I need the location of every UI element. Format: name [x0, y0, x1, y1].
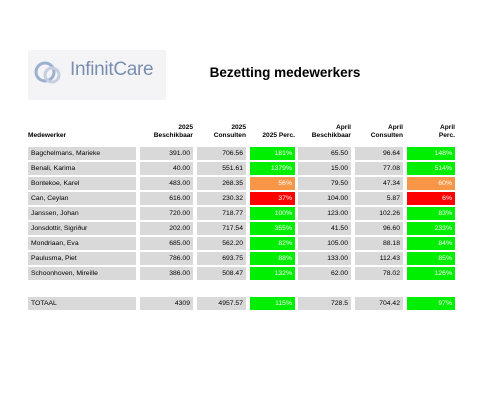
table-cell: 551.61 [197, 162, 246, 175]
table-cell: 15.00 [298, 162, 351, 175]
table-cell: Bagchelmans, Marieke [28, 147, 136, 160]
logo-icon [34, 61, 61, 84]
logo-text: InfinitCare [70, 59, 154, 80]
column-header: 2025 Beschikbaar [153, 124, 193, 139]
table-cell: 112.43 [355, 252, 403, 265]
table-cell: Paulusma, Piet [28, 252, 136, 265]
percentage-cell: 148% [407, 147, 455, 160]
column-header: April Beschikbaar [311, 124, 351, 139]
column-header: April Consulten [370, 124, 403, 139]
table-cell: 693.75 [197, 252, 246, 265]
table-cell: 706.56 [197, 147, 246, 160]
table-cell: 79.50 [298, 177, 351, 190]
column-header: Medewerker [28, 132, 67, 139]
table-cell: Jonsdottir, Sigriður [28, 222, 136, 235]
table-cell: 78.02 [355, 267, 403, 280]
percentage-cell: 83% [407, 207, 455, 220]
table-cell: 40.00 [140, 162, 193, 175]
table-cell: 718.77 [197, 207, 246, 220]
percentage-cell: 355% [250, 222, 295, 235]
column-header: April Perc. [438, 124, 455, 139]
table-cell: 65.50 [298, 147, 351, 160]
table-cell: 268.35 [197, 177, 246, 190]
table-cell: 720.00 [140, 207, 193, 220]
table-cell: Schoonhoven, Mireille [28, 267, 136, 280]
table-cell: Janssen, Johan [28, 207, 136, 220]
table-cell: 88.18 [355, 237, 403, 250]
percentage-cell: 85% [407, 252, 455, 265]
table-cell: 717.54 [197, 222, 246, 235]
percentage-cell: 126% [407, 267, 455, 280]
table-cell: 685.00 [140, 237, 193, 250]
table-cell: 96.64 [355, 147, 403, 160]
percentage-cell: 97% [407, 297, 455, 310]
table-cell: 102.26 [355, 207, 403, 220]
table-cell: 704.42 [355, 297, 403, 310]
column-header: 2025 Perc. [262, 132, 295, 139]
table-cell: 616.00 [140, 192, 193, 205]
table-cell: 104.00 [298, 192, 351, 205]
table-cell: Benali, Karima [28, 162, 136, 175]
table-cell: 4309 [140, 297, 193, 310]
table-cell: 41.50 [298, 222, 351, 235]
table-cell: 47.34 [355, 177, 403, 190]
percentage-cell: 82% [250, 237, 295, 250]
column-header: 2025 Consulten [213, 124, 246, 139]
table-cell: 391.00 [140, 147, 193, 160]
percentage-cell: 1379% [250, 162, 295, 175]
table-cell: 508.47 [197, 267, 246, 280]
table-cell: 105.00 [298, 237, 351, 250]
percentage-cell: 60% [407, 177, 455, 190]
table-cell: Bontekoe, Karel [28, 177, 136, 190]
percentage-cell: 233% [407, 222, 455, 235]
logo-box [28, 50, 166, 100]
table-cell: 202.00 [140, 222, 193, 235]
percentage-cell: 100% [250, 207, 295, 220]
table-cell: 96.60 [355, 222, 403, 235]
percentage-cell: 88% [250, 252, 295, 265]
table-cell: 62.00 [298, 267, 351, 280]
title: Bezetting medewerkers [209, 65, 361, 80]
table-cell: 562.20 [197, 237, 246, 250]
table-cell: TOTAAL [28, 297, 136, 310]
table-cell: 386.00 [140, 267, 193, 280]
table-cell: 728.5 [298, 297, 351, 310]
table-cell: Can, Ceylan [28, 192, 136, 205]
percentage-cell: 132% [250, 267, 295, 280]
table-cell: 123.00 [298, 207, 351, 220]
table-cell: 483.00 [140, 177, 193, 190]
table-cell: 786.00 [140, 252, 193, 265]
table-cell: Mondriaan, Eva [28, 237, 136, 250]
percentage-cell: 37% [250, 192, 295, 205]
table-cell: 230.32 [197, 192, 246, 205]
table-cell: 133.00 [298, 252, 351, 265]
table-cell: 5.87 [355, 192, 403, 205]
percentage-cell: 84% [407, 237, 455, 250]
percentage-cell: 115% [250, 297, 295, 310]
table-cell: 77.08 [355, 162, 403, 175]
percentage-cell: 6% [407, 192, 455, 205]
percentage-cell: 181% [250, 147, 295, 160]
table-cell: 4957.57 [197, 297, 246, 310]
percentage-cell: 56% [250, 177, 295, 190]
percentage-cell: 514% [407, 162, 455, 175]
